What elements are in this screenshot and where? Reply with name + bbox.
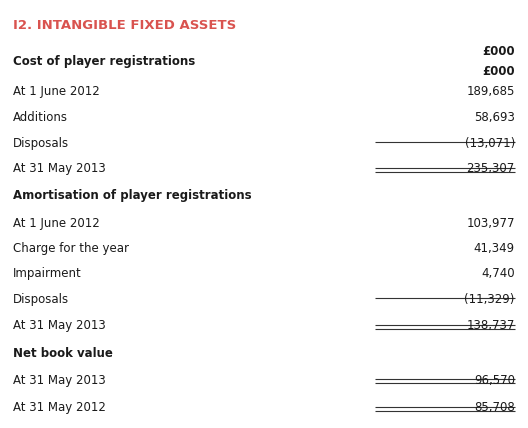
Text: Charge for the year: Charge for the year [13,242,129,255]
Text: At 31 May 2013: At 31 May 2013 [13,162,106,175]
Text: £000: £000 [482,65,515,78]
Text: Impairment: Impairment [13,268,82,280]
Text: Disposals: Disposals [13,293,69,306]
Text: 103,977: 103,977 [466,217,515,229]
Text: (13,071): (13,071) [465,137,515,149]
Text: At 31 May 2012: At 31 May 2012 [13,401,106,414]
Text: 96,570: 96,570 [474,374,515,386]
Text: 58,693: 58,693 [474,111,515,124]
Text: 138,737: 138,737 [466,319,515,332]
Text: Amortisation of player registrations: Amortisation of player registrations [13,189,252,202]
Text: (11,329): (11,329) [465,293,515,306]
Text: 41,349: 41,349 [474,242,515,255]
Text: 189,685: 189,685 [466,85,515,98]
Text: 4,740: 4,740 [481,268,515,280]
Text: I2. INTANGIBLE FIXED ASSETS: I2. INTANGIBLE FIXED ASSETS [13,19,237,32]
Text: Additions: Additions [13,111,68,124]
Text: At 1 June 2012: At 1 June 2012 [13,85,100,98]
Text: At 31 May 2013: At 31 May 2013 [13,319,106,332]
Text: At 1 June 2012: At 1 June 2012 [13,217,100,229]
Text: 235,307: 235,307 [467,162,515,175]
Text: 85,708: 85,708 [474,401,515,414]
Text: Disposals: Disposals [13,137,69,149]
Text: £000: £000 [482,45,515,58]
Text: At 31 May 2013: At 31 May 2013 [13,374,106,386]
Text: Net book value: Net book value [13,347,113,360]
Text: Cost of player registrations: Cost of player registrations [13,55,195,68]
